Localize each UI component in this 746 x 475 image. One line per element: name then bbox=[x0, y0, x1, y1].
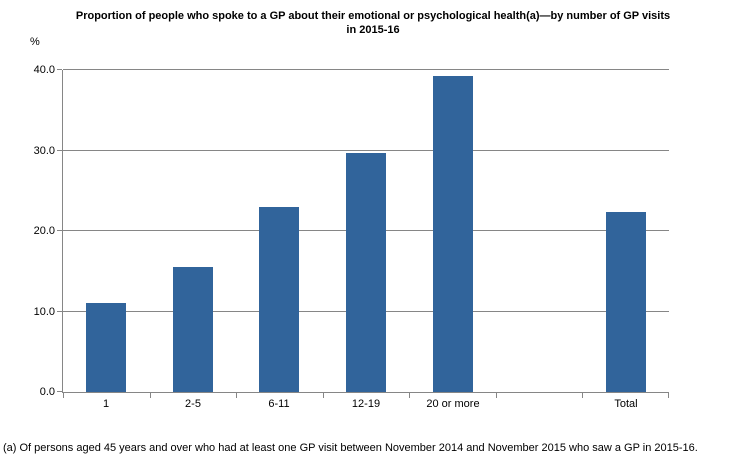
x-axis-label: 2-5 bbox=[185, 398, 201, 410]
x-axis-label: 1 bbox=[102, 398, 110, 410]
x-axis-tick bbox=[496, 393, 497, 398]
gridline bbox=[63, 69, 669, 70]
y-axis-tick bbox=[57, 310, 62, 312]
x-axis-tick bbox=[323, 393, 324, 398]
y-axis-tick bbox=[57, 230, 62, 231]
y-axis-tick bbox=[57, 391, 62, 392]
x-axis-tick bbox=[150, 393, 151, 398]
y-axis-unit-label: % bbox=[30, 36, 40, 48]
x-axis-tick bbox=[582, 393, 583, 398]
chart-title: Proportion of people who spoke to a GP a… bbox=[0, 9, 746, 37]
y-axis-tick bbox=[57, 149, 62, 151]
x-axis-label: 12-19 bbox=[351, 398, 381, 410]
y-axis-tick-label: 30.0 bbox=[33, 144, 55, 157]
chart-title-line-2: in 2015-16 bbox=[346, 24, 400, 36]
bar-6-11 bbox=[259, 207, 299, 392]
gridline bbox=[63, 149, 669, 151]
x-axis-tick bbox=[409, 393, 410, 398]
bar-12-19 bbox=[346, 153, 386, 392]
y-axis-tick bbox=[57, 69, 62, 70]
x-axis-label: 20 or more bbox=[426, 398, 480, 410]
y-axis-tick-label: 40.0 bbox=[33, 64, 55, 76]
x-axis-tick bbox=[668, 393, 669, 398]
plot-area: 0.0 10.0 20.0 30.0 40.0 1 2-5 6-11 12-19 20 or mo… bbox=[34, 64, 669, 410]
x-axis-tick bbox=[236, 393, 237, 398]
x-axis-label: Total bbox=[614, 398, 638, 410]
x-axis-label: 6-11 bbox=[268, 398, 290, 410]
y-axis-tick-label: 0.0 bbox=[39, 386, 55, 398]
bar-20-or-more bbox=[433, 76, 473, 392]
y-axis-tick-label: 20.0 bbox=[33, 225, 55, 237]
y-axis-tick-label: 10.0 bbox=[33, 305, 55, 318]
bar-total bbox=[606, 212, 646, 392]
footnote: (a) Of persons aged 45 years and over wh… bbox=[3, 442, 698, 454]
bar-2-5 bbox=[173, 267, 213, 392]
x-axis-tick bbox=[63, 393, 64, 398]
bar-1 bbox=[86, 303, 126, 392]
chart-title-line-1: Proportion of people who spoke to a GP a… bbox=[75, 10, 671, 22]
